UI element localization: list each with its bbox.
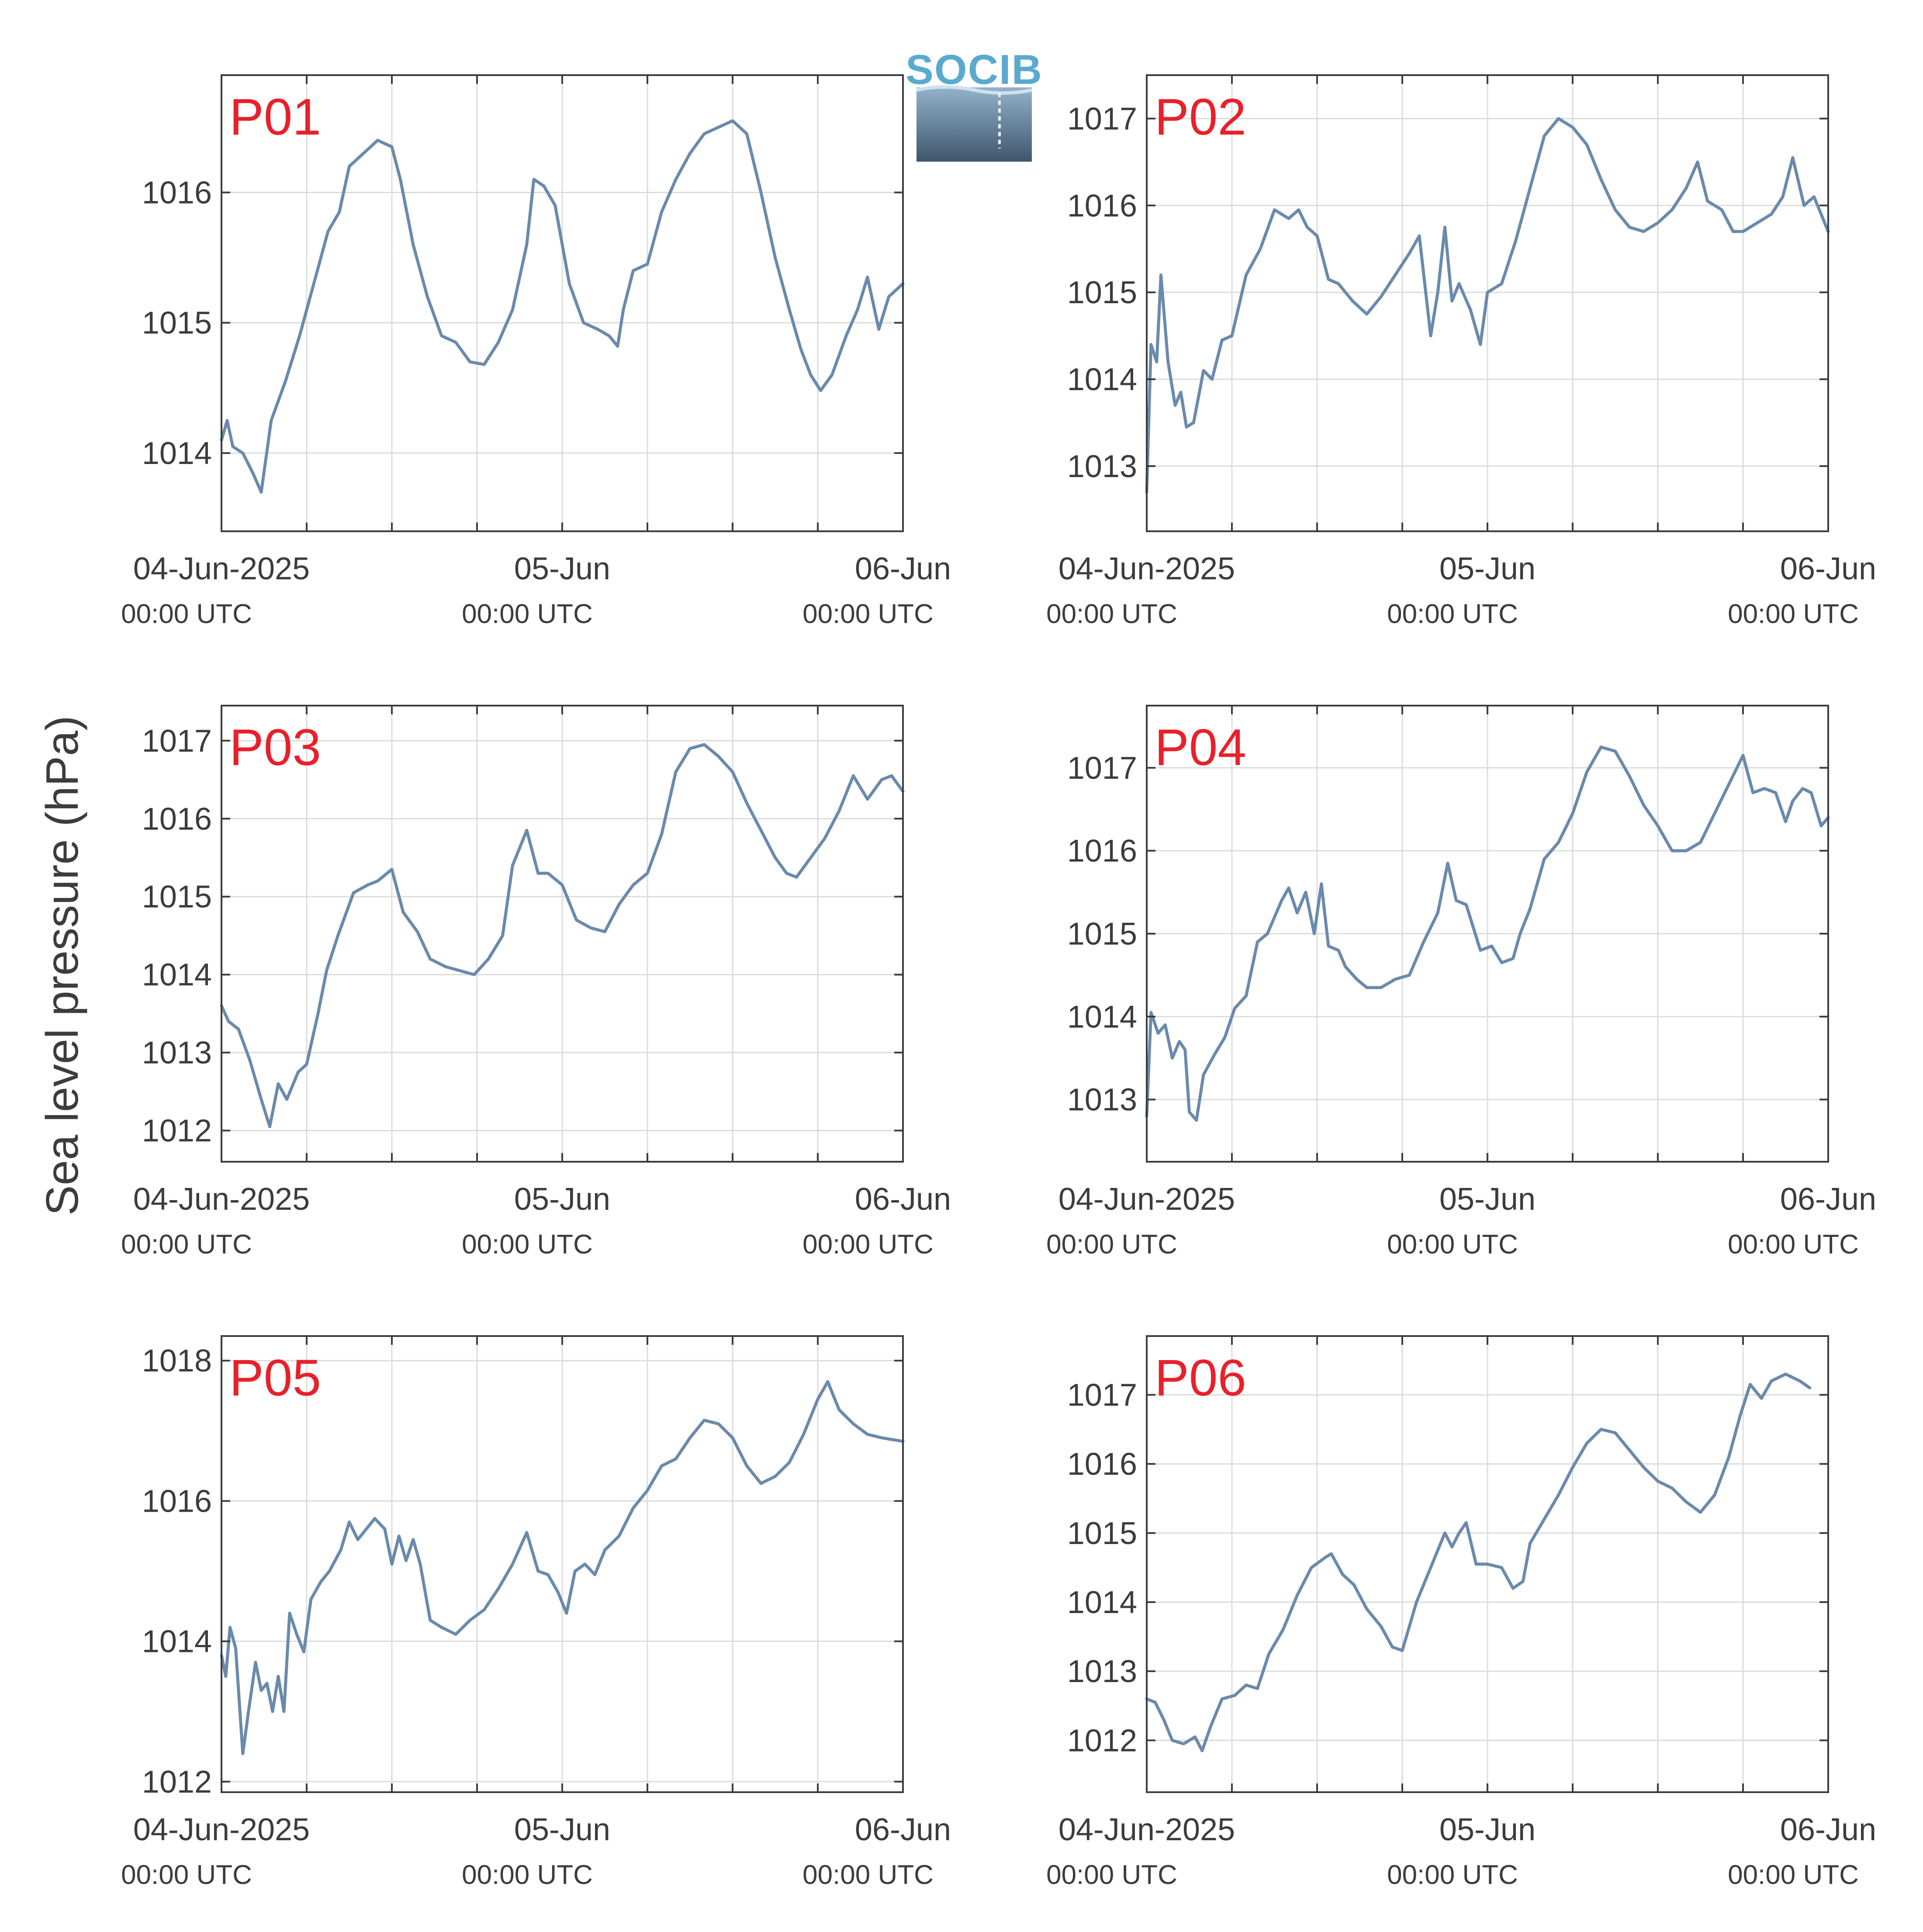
y-tick-label: 1017 — [1067, 101, 1137, 136]
series-line — [1145, 745, 1830, 1122]
y-tick-label: 1018 — [142, 1343, 212, 1378]
panel-label: P01 — [229, 88, 321, 146]
x-tick-label: 05-Jun — [1439, 1812, 1536, 1847]
x-tick-label: 06-Jun — [855, 1812, 951, 1847]
y-tick-label: 1015 — [1067, 275, 1137, 310]
x-tick-sublabel: 00:00 UTC — [1046, 1860, 1177, 1890]
x-tick-sublabel: 00:00 UTC — [462, 1860, 593, 1890]
panel-label: P05 — [229, 1349, 321, 1407]
y-tick-label: 1012 — [142, 1114, 212, 1149]
y-tick-label: 1015 — [1067, 917, 1137, 952]
x-tick-label: 06-Jun — [1780, 1182, 1876, 1217]
panel-label: P03 — [229, 719, 321, 776]
y-tick-label: 1013 — [1067, 1654, 1137, 1689]
series-line — [1145, 117, 1830, 494]
y-tick-label: 1013 — [1067, 449, 1137, 484]
x-tick-sublabel: 00:00 UTC — [121, 599, 252, 629]
y-tick-label: 1014 — [1067, 362, 1137, 397]
x-tick-label: 04-Jun-2025 — [1058, 551, 1235, 586]
y-tick-label: 1014 — [142, 958, 212, 993]
panel-label: P04 — [1155, 719, 1246, 776]
y-tick-label: 1016 — [142, 1484, 212, 1519]
x-tick-label: 05-Jun — [1439, 551, 1536, 586]
x-tick-label: 04-Jun-2025 — [1058, 1182, 1235, 1217]
x-tick-sublabel: 00:00 UTC — [462, 1229, 593, 1260]
y-tick-label: 1016 — [1067, 834, 1137, 869]
y-tick-label: 1015 — [142, 306, 212, 341]
y-tick-label: 1014 — [1067, 1585, 1137, 1620]
x-tick-label: 05-Jun — [1439, 1182, 1536, 1217]
socib-logo: SOCIB — [906, 46, 1043, 162]
chart-panel-p04: 1013 1014 1015 1016 1017 04-Jun-2025 00:00 UTC… — [1046, 705, 1876, 1260]
x-tick-sublabel: 00:00 UTC — [1046, 599, 1177, 629]
x-tick-label: 05-Jun — [514, 1812, 610, 1847]
x-tick-sublabel: 00:00 UTC — [1728, 1860, 1859, 1890]
socib-logo-wave — [916, 85, 1032, 95]
panel-label: P06 — [1155, 1349, 1246, 1407]
x-tick-label: 04-Jun-2025 — [133, 1812, 310, 1847]
series-line — [220, 119, 905, 494]
x-tick-label: 06-Jun — [1780, 551, 1876, 586]
chart-panel-p05: 1012 1014 1016 1018 04-Jun-2025 00:00 UTC 05-J… — [121, 1335, 951, 1890]
chart-panel-p01: 1014 1015 1016 04-Jun-2025 00:00 UTC 05-Jun 00… — [121, 74, 951, 629]
y-tick-label: 1014 — [142, 436, 212, 471]
y-tick-label: 1017 — [1067, 751, 1137, 786]
x-tick-label: 06-Jun — [1780, 1812, 1876, 1847]
socib-logo-text: SOCIB — [906, 46, 1043, 93]
y-tick-label: 1017 — [142, 724, 212, 758]
x-tick-label: 05-Jun — [514, 551, 610, 586]
x-tick-sublabel: 00:00 UTC — [1387, 599, 1518, 629]
x-tick-sublabel: 00:00 UTC — [802, 1860, 934, 1890]
x-tick-sublabel: 00:00 UTC — [1728, 1229, 1859, 1260]
x-tick-sublabel: 00:00 UTC — [121, 1860, 252, 1890]
y-tick-label: 1015 — [142, 879, 212, 914]
socib-logo-block — [917, 87, 1032, 162]
y-tick-label: 1013 — [142, 1035, 212, 1070]
y-tick-label: 1016 — [1067, 188, 1137, 223]
x-tick-label: 06-Jun — [855, 1182, 951, 1217]
chart-panel-p03: 1012 1013 1014 1015 1016 1017 04-Jun-2025 00:00… — [121, 705, 951, 1260]
y-tick-label: 1013 — [1067, 1083, 1137, 1118]
y-tick-label: 1016 — [142, 175, 212, 210]
x-tick-label: 04-Jun-2025 — [1058, 1812, 1235, 1847]
y-tick-label: 1012 — [142, 1765, 212, 1800]
x-tick-sublabel: 00:00 UTC — [121, 1229, 252, 1260]
chart-panel-p06: 1012 1013 1014 1015 1016 1017 04-Jun-2025 00:00… — [1046, 1335, 1876, 1890]
x-tick-label: 06-Jun — [855, 551, 951, 586]
y-tick-label: 1014 — [142, 1624, 212, 1659]
panel-label: P02 — [1155, 88, 1246, 146]
x-tick-sublabel: 00:00 UTC — [462, 599, 593, 629]
x-tick-sublabel: 00:00 UTC — [1387, 1229, 1518, 1260]
x-tick-sublabel: 00:00 UTC — [1046, 1229, 1177, 1260]
y-tick-label: 1017 — [1067, 1378, 1137, 1413]
chart-panel-p02: 1013 1014 1015 1016 1017 04-Jun-2025 00:00 UTC… — [1046, 74, 1876, 629]
x-tick-label: 04-Jun-2025 — [133, 551, 310, 586]
y-tick-label: 1016 — [1067, 1447, 1137, 1482]
x-tick-sublabel: 00:00 UTC — [802, 1229, 934, 1260]
panels: 1014 1015 1016 04-Jun-2025 00:00 UTC 05-Jun 00… — [121, 74, 1876, 1890]
x-tick-sublabel: 00:00 UTC — [1728, 599, 1859, 629]
y-tick-label: 1016 — [142, 802, 212, 837]
series-line — [220, 743, 905, 1129]
y-axis-label: Sea level pressure (hPa) — [37, 716, 88, 1216]
y-tick-label: 1015 — [1067, 1516, 1137, 1551]
y-tick-label: 1014 — [1067, 1000, 1137, 1035]
x-tick-label: 04-Jun-2025 — [133, 1182, 310, 1217]
x-tick-sublabel: 00:00 UTC — [802, 599, 934, 629]
series-line — [220, 1380, 905, 1755]
series-line — [1145, 1372, 1812, 1752]
y-tick-label: 1012 — [1067, 1723, 1137, 1758]
x-tick-sublabel: 00:00 UTC — [1387, 1860, 1518, 1890]
x-tick-label: 05-Jun — [514, 1182, 610, 1217]
